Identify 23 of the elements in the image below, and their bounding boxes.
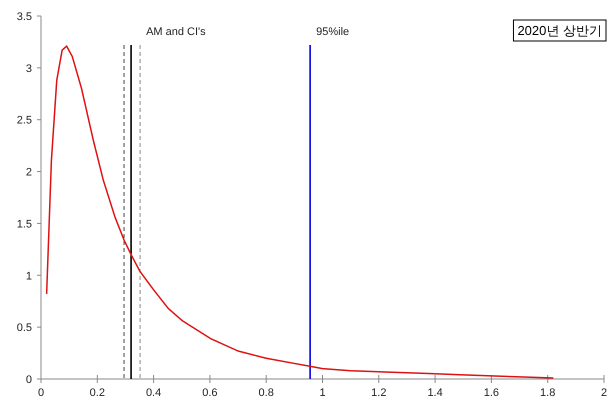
line-series xyxy=(46,45,554,379)
x-tick-label: 1.6 xyxy=(484,387,500,399)
x-tick-label: 0.2 xyxy=(90,387,105,399)
y-tick-label: 1 xyxy=(26,270,32,282)
x-tick-label: 2 xyxy=(600,387,608,399)
x-tick-label: 0.8 xyxy=(258,387,274,399)
y-tick-label: 1.5 xyxy=(16,218,32,230)
y-tick-label: 3 xyxy=(26,62,32,75)
x-tick-label: 1.4 xyxy=(427,387,443,399)
x-tick-label: 1.2 xyxy=(371,387,386,399)
y-tick-label: 2.5 xyxy=(16,114,32,127)
x-tick-label: 0.4 xyxy=(146,387,162,399)
y-tick-label: 0 xyxy=(26,374,32,386)
x-tick-label: 0 xyxy=(38,387,44,399)
y-tick-label: 0.5 xyxy=(16,322,32,334)
x-tick-label: 1 xyxy=(319,387,326,399)
x-tick-label: 1.8 xyxy=(540,387,556,399)
ref-line-label: 95%ile xyxy=(316,26,350,38)
y-tick-label: 2 xyxy=(26,166,32,179)
ref-line-label: AM and CI's xyxy=(146,26,206,38)
x-tick-label: 0.6 xyxy=(202,387,218,399)
y-tick-label: 3.5 xyxy=(16,11,32,23)
text: 2020년 상반기 xyxy=(517,23,602,38)
